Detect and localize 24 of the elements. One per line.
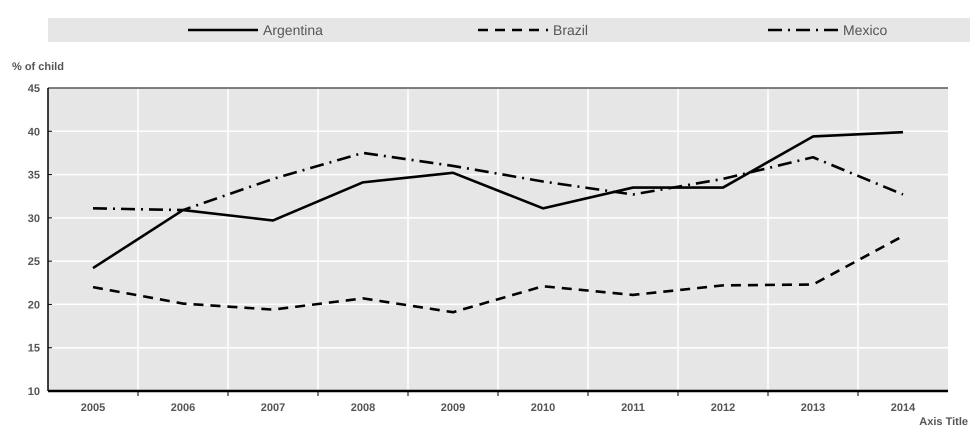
x-tick-label: 2008 bbox=[350, 402, 376, 414]
x-tick-label: 2005 bbox=[80, 402, 106, 414]
x-tick-label: 2012 bbox=[710, 402, 736, 414]
y-tick-label: 15 bbox=[28, 342, 40, 355]
x-tick-label: 2013 bbox=[800, 402, 826, 414]
x-tick-label: 2009 bbox=[440, 402, 466, 414]
y-tick-label: 40 bbox=[28, 126, 40, 138]
y-tick-label: 45 bbox=[28, 83, 40, 95]
y-tick-label: 35 bbox=[28, 170, 40, 182]
y-tick-label: 30 bbox=[28, 212, 40, 225]
y-tick-label: 20 bbox=[28, 299, 40, 312]
x-tick-label: 2011 bbox=[621, 402, 645, 414]
x-tick-label: 2014 bbox=[890, 402, 916, 414]
legend-label: Brazil bbox=[553, 22, 588, 38]
y-axis-title: % of child bbox=[12, 61, 64, 73]
y-tick-label: 10 bbox=[28, 386, 40, 398]
x-tick-label: 2007 bbox=[260, 402, 286, 414]
legend-label: Mexico bbox=[843, 22, 888, 38]
line-series bbox=[92, 130, 904, 270]
x-tick-label: 2006 bbox=[170, 402, 196, 414]
x-tick-label: 2010 bbox=[530, 402, 556, 414]
x-axis-title: Axis Title bbox=[919, 416, 968, 428]
legend-label: Argentina bbox=[263, 22, 324, 38]
y-tick-label: 25 bbox=[28, 256, 40, 268]
